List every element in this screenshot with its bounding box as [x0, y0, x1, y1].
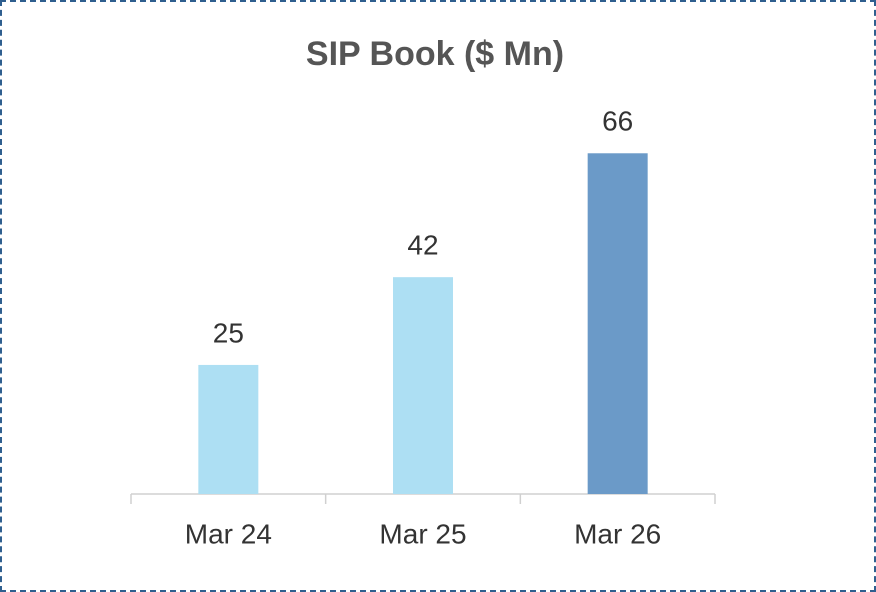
data-label: 42: [407, 230, 438, 261]
chart-title: SIP Book ($ Mn): [306, 35, 564, 73]
x-tick-label: Mar 26: [574, 518, 661, 549]
bar: [393, 277, 453, 494]
bar: [198, 364, 259, 494]
x-tick-label: Mar 24: [185, 518, 272, 549]
data-label: 66: [602, 106, 633, 137]
bar: [587, 153, 648, 494]
data-label: 25: [213, 317, 244, 348]
x-tick-label: Mar 25: [379, 518, 466, 549]
